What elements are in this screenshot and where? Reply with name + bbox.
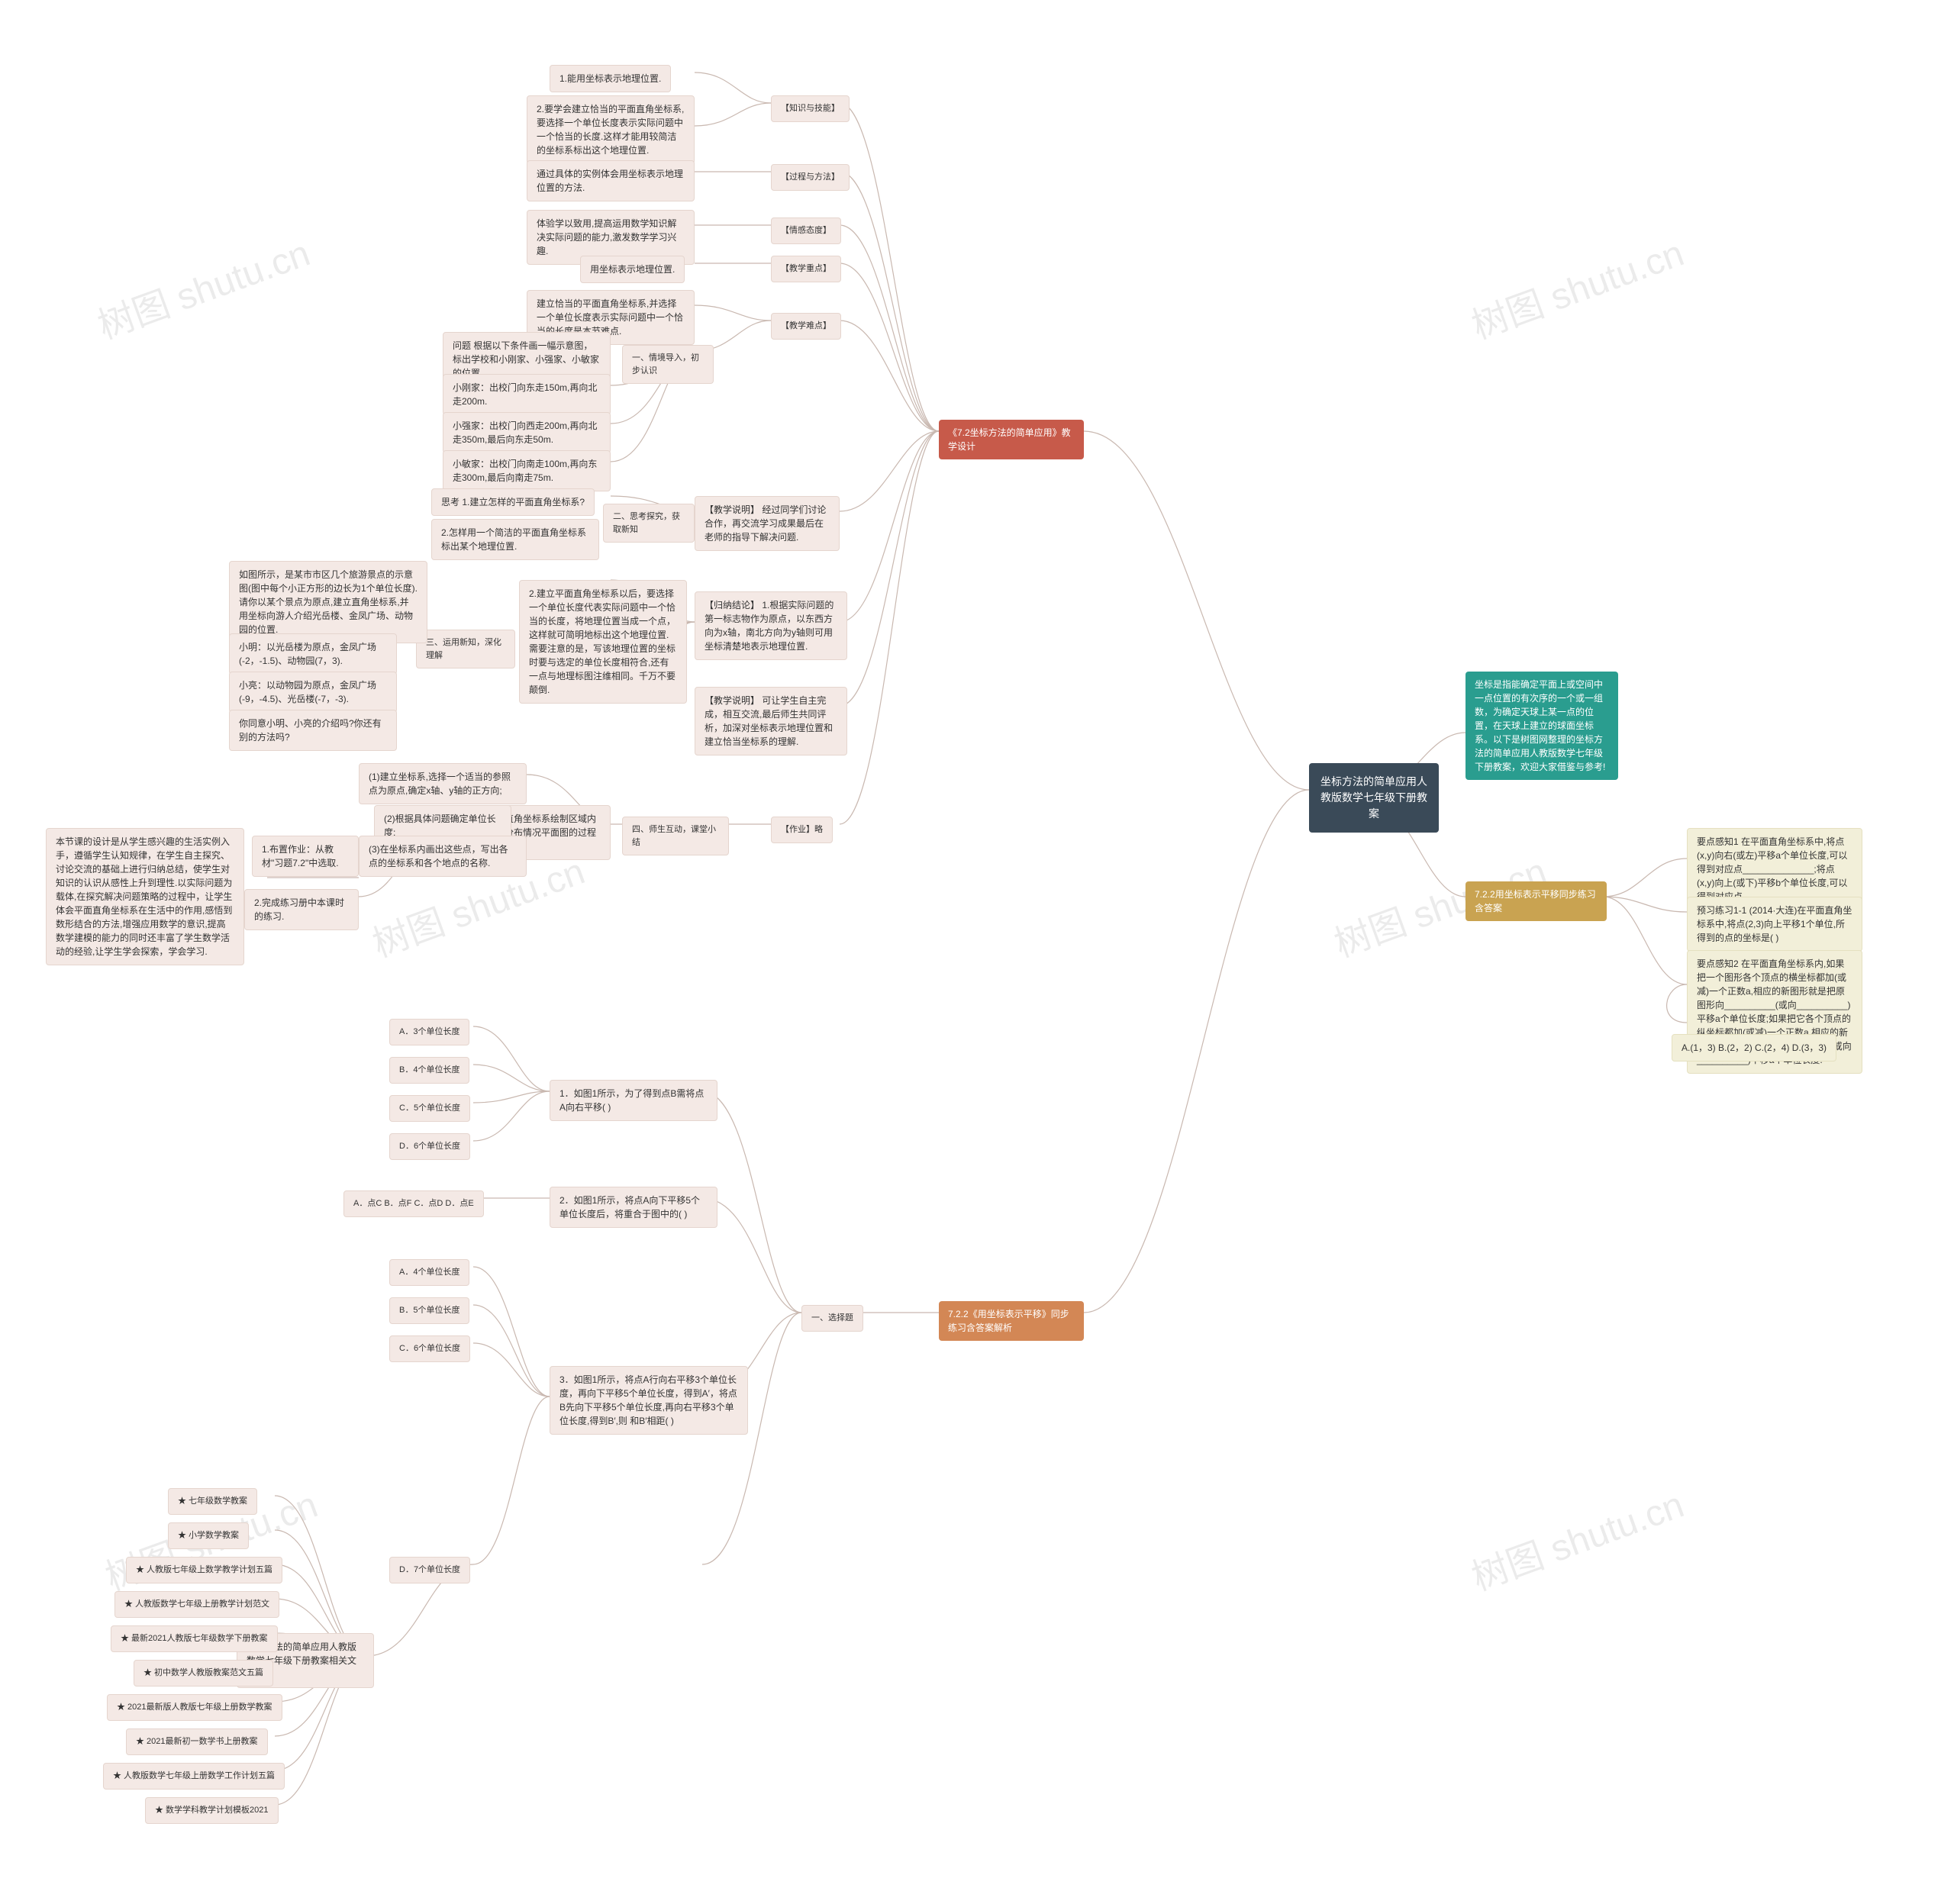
- teach1: 【教学说明】 经过同学们讨论合作，再交流学习成果最后在老师的指导下解决问题.: [695, 496, 840, 551]
- think2: 2.怎样用一个简洁的平面直角坐标系标出某个地理位置.: [431, 519, 599, 560]
- step3: 三、运用新知，深化理解: [416, 630, 515, 668]
- think1: 思考 1.建立怎样的平面直角坐标系?: [431, 488, 595, 516]
- k4a: 用坐标表示地理位置.: [580, 256, 685, 283]
- e2: 预习练习1-1 (2014·大连)在平面直角坐标系中,将点(2,3)向上平移1个…: [1687, 897, 1862, 952]
- r7[interactable]: ★ 2021最新版人教版七年级上册数学教案: [107, 1694, 282, 1721]
- k2a: 通过具体的实例体会用坐标表示地理位置的方法.: [527, 160, 695, 201]
- watermark: 树图 shutu.cn: [1463, 1474, 1690, 1600]
- t3: (3)在坐标系内画出这些点，写出各点的坐标系和各个地点的名称.: [359, 836, 527, 877]
- q3d: D．7个单位长度: [389, 1557, 470, 1583]
- connector-lines: [0, 0, 1954, 1904]
- k1a: 1.能用坐标表示地理位置.: [550, 65, 671, 92]
- q1d: D．6个单位长度: [389, 1133, 470, 1160]
- hw2: 2.完成练习册中本课时的练习.: [244, 889, 359, 930]
- p3: 小强家：出校门向西走200m,再向北走350m,最后向东走50m.: [443, 412, 611, 453]
- watermark: 树图 shutu.cn: [1463, 223, 1690, 349]
- r1[interactable]: ★ 七年级数学教案: [168, 1488, 257, 1515]
- q1b: B．4个单位长度: [389, 1057, 469, 1084]
- q2ans: A．点C B．点F C．点D D．点E: [343, 1190, 484, 1217]
- r3[interactable]: ★ 人教版七年级上数学教学计划五篇: [126, 1557, 282, 1583]
- e3ans: A.(1，3) B.(2，2) C.(2，4) D.(3，3): [1672, 1034, 1836, 1062]
- q3: 3．如图1所示，将点A行向右平移3个单位长度，再向下平移5个单位长度，得到A′，…: [550, 1366, 748, 1435]
- taskhead: 【作业】略: [771, 817, 833, 843]
- r2[interactable]: ★ 小学数学教案: [168, 1522, 249, 1549]
- q3c: C．6个单位长度: [389, 1335, 470, 1362]
- q2: 2．如图1所示，将点A向下平移5个单位长度后，将重合于图中的( ): [550, 1187, 717, 1228]
- section-3[interactable]: 7.2.2用坐标表示平移同步练习含答案: [1466, 881, 1607, 921]
- r5[interactable]: ★ 最新2021人教版七年级数学下册教案: [111, 1625, 278, 1652]
- teach2: 【教学说明】 可让学生自主完成，相互交流,最后师生共同评析，加深对坐标表示地理位…: [695, 687, 847, 755]
- q3a: A．4个单位长度: [389, 1259, 469, 1286]
- intro-node[interactable]: 坐标是指能确定平面上或空间中一点位置的有次序的一个或一组数，为确定天球上某一点的…: [1466, 672, 1618, 780]
- section-1[interactable]: 《7.2坐标方法的简单应用》教学设计: [939, 420, 1084, 459]
- gn: 【归纳结论】 1.根据实际问题的第一标志物作为原点，以东西方向为x轴，南北方向为…: [695, 591, 847, 660]
- tag-process: 【过程与方法】: [771, 164, 850, 191]
- ex5: 2.建立平面直角坐标系以后，要选择一个单位长度代表实际问题中一个恰当的长度，将地…: [519, 580, 687, 704]
- ex1: 如图所示，是某市市区几个旅游景点的示意图(图中每个小正方形的边长为1个单位长度)…: [229, 561, 427, 643]
- choice-head: 一、选择题: [801, 1305, 863, 1332]
- q1c: C．5个单位长度: [389, 1095, 470, 1122]
- step1: 一、情境导入，初步认识: [622, 345, 714, 384]
- r10[interactable]: ★ 数学学科教学计划模板2021: [145, 1797, 279, 1824]
- tag-attitude: 【情感态度】: [771, 217, 841, 244]
- q1a: A．3个单位长度: [389, 1019, 469, 1045]
- step2: 二、思考探究，获取新知: [603, 504, 695, 543]
- tag-key: 【教学重点】: [771, 256, 841, 282]
- tag-knowledge: 【知识与技能】: [771, 95, 850, 122]
- r4[interactable]: ★ 人教版数学七年级上册教学计划范文: [114, 1591, 279, 1618]
- k1b: 2.要学会建立恰当的平面直角坐标系,要选择一个单位长度表示实际问题中一个恰当的长…: [527, 95, 695, 164]
- step4: 四、师生互动，课堂小结: [622, 817, 729, 855]
- ex3: 小亮：以动物园为原点，金凤广场(-9，-4.5)、光岳楼(-7，-3).: [229, 672, 397, 713]
- r8[interactable]: ★ 2021最新初一数学书上册教案: [126, 1728, 268, 1755]
- section-2[interactable]: 7.2.2《用坐标表示平移》同步练习含答案解析: [939, 1301, 1084, 1341]
- q1: 1．如图1所示，为了得到点B需将点A向右平移( ): [550, 1080, 717, 1121]
- p4: 小敏家：出校门向南走100m,再向东走300m,最后向南走75m.: [443, 450, 611, 491]
- r9[interactable]: ★ 人教版数学七年级上册数学工作计划五篇: [103, 1763, 285, 1790]
- ex4: 你同意小明、小亮的介绍吗?你还有别的方法吗?: [229, 710, 397, 751]
- q3b: B．5个单位长度: [389, 1297, 469, 1324]
- watermark: 树图 shutu.cn: [89, 223, 316, 349]
- summary: 本节课的设计是从学生感兴趣的生活实例入手，遵循学生认知规律，在学生自主探究、讨论…: [46, 828, 244, 965]
- p2: 小刚家：出校门向东走150m,再向北走200m.: [443, 374, 611, 415]
- ex2: 小明：以光岳楼为原点，金凤广场(-2，-1.5)、动物园(7，3).: [229, 633, 397, 675]
- tag-difficult: 【教学难点】: [771, 313, 841, 340]
- r6[interactable]: ★ 初中数学人教版教案范文五篇: [134, 1660, 273, 1687]
- hw1: 1.布置作业：从教材"习题7.2"中选取.: [252, 836, 359, 877]
- t1: (1)建立坐标系,选择一个适当的参照点为原点,确定x轴、y轴的正方向;: [359, 763, 527, 804]
- root-node[interactable]: 坐标方法的简单应用人教版数学七年级下册教案: [1309, 763, 1439, 833]
